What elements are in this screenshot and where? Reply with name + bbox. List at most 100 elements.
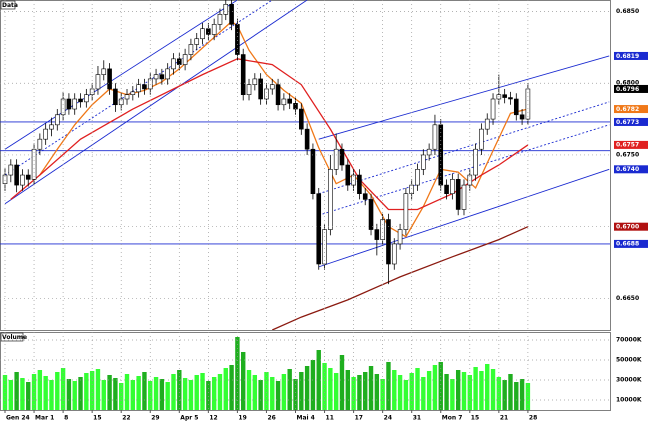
candle-body	[368, 199, 374, 230]
candle-body	[252, 78, 258, 85]
candle-body	[182, 54, 188, 65]
volume-bar	[159, 379, 165, 410]
candle-body	[310, 148, 316, 194]
volume-bar	[148, 381, 153, 410]
price-label-box	[614, 239, 648, 248]
price-label-box	[614, 140, 648, 149]
price-label-box	[614, 117, 648, 126]
candle-body	[328, 169, 333, 230]
volume-bar	[252, 375, 258, 410]
x-tick-label: 31	[413, 415, 421, 422]
candle-body	[49, 124, 54, 130]
volume-bar	[455, 370, 461, 410]
volume-bar	[217, 374, 223, 410]
x-tick-label: 29	[151, 415, 159, 422]
volume-bar	[374, 374, 380, 410]
volume-bar	[368, 366, 374, 410]
volume-bar	[8, 380, 14, 410]
price-label: 0.6796	[616, 86, 639, 93]
x-tick-label: Mar 1	[35, 415, 54, 422]
volume-bar	[363, 372, 368, 410]
volume-bar	[246, 370, 252, 410]
x-tick-label: Mai 4	[297, 415, 315, 422]
volume-bar	[304, 366, 310, 410]
x-tick-label: 19	[238, 415, 246, 422]
candle-body	[206, 28, 211, 35]
price-label-box	[614, 51, 648, 60]
x-tick-label: Apr 5	[180, 415, 198, 422]
volume-bar	[333, 373, 339, 410]
chart-title: Data	[2, 2, 18, 9]
volume-bar	[322, 363, 327, 410]
volume-bar	[78, 377, 83, 410]
candle-body	[217, 14, 223, 25]
price-panel	[0, 0, 610, 330]
candle-body	[316, 193, 322, 265]
volume-bar	[415, 368, 420, 410]
candle-body	[25, 174, 31, 180]
volume-bar	[241, 352, 246, 410]
volume-title-box	[0, 332, 24, 342]
candle-body	[386, 219, 391, 265]
volume-bar	[450, 379, 455, 410]
volume-bar	[20, 378, 25, 410]
candle-body	[461, 184, 467, 210]
candle-body	[20, 174, 25, 186]
candle-body	[421, 154, 426, 170]
candle-body	[142, 84, 147, 90]
price-label-box	[614, 105, 648, 114]
volume-bar	[130, 380, 136, 410]
x-tick-label: 15	[471, 415, 479, 422]
price-label-box	[614, 84, 648, 93]
volume-bar	[211, 377, 217, 410]
candle-body	[374, 229, 380, 240]
candle-body	[275, 84, 281, 106]
candle-body	[159, 74, 165, 80]
volume-title: Volume	[2, 334, 27, 341]
candle-body	[72, 98, 78, 110]
volume-tick-label: 70000K	[616, 337, 642, 344]
volume-bar	[316, 350, 321, 410]
volume-bar	[229, 365, 234, 410]
candle-body	[287, 98, 292, 104]
candle-body	[455, 179, 461, 210]
trend-line	[318, 55, 610, 140]
candle-body	[415, 169, 420, 186]
volume-bar	[206, 381, 211, 410]
candle-body	[2, 174, 8, 184]
candle-body	[339, 148, 345, 166]
candle-body	[107, 68, 112, 90]
volume-bar	[66, 379, 72, 410]
y-tick-label: 0.6650	[616, 295, 639, 302]
price-label: 0.6773	[616, 119, 639, 126]
candle-body	[14, 164, 19, 186]
candle-body	[165, 68, 170, 80]
candle-body	[473, 148, 478, 176]
volume-bar	[508, 374, 513, 410]
volume-panel	[2, 337, 531, 410]
volume-bar	[403, 380, 409, 410]
moving-average-line	[271, 226, 529, 330]
volume-bar	[392, 370, 397, 410]
candle-body	[246, 84, 252, 95]
candle-body	[229, 4, 234, 25]
candle-body	[484, 118, 490, 130]
candle-body	[322, 229, 327, 265]
candle-body	[508, 97, 513, 100]
volume-bar	[502, 380, 507, 410]
candle-body	[362, 193, 368, 200]
x-tick-label: 17	[355, 415, 363, 422]
volume-bar	[142, 372, 147, 410]
candle-body	[188, 44, 194, 55]
candle-body	[304, 128, 310, 150]
volume-bar	[345, 370, 350, 410]
trend-line	[318, 124, 610, 216]
candle-body	[130, 91, 136, 95]
candle-body	[490, 98, 496, 120]
price-label: 0.6740	[616, 166, 639, 173]
candle-body	[223, 4, 229, 15]
volume-bar	[89, 371, 95, 410]
candle-body	[136, 84, 141, 93]
candle-body	[54, 114, 60, 126]
